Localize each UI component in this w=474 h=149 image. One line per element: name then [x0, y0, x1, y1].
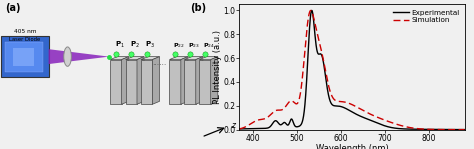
Polygon shape	[211, 57, 218, 104]
Simulation	[346, 102, 352, 104]
X-axis label: Wavelength (nm): Wavelength (nm)	[316, 144, 388, 149]
Simulation	[455, 129, 461, 131]
Ellipse shape	[64, 47, 72, 66]
Polygon shape	[141, 57, 159, 60]
Text: (a): (a)	[5, 3, 20, 13]
Polygon shape	[153, 57, 159, 104]
Simulation	[248, 123, 254, 125]
Line: Experimental: Experimental	[239, 10, 465, 130]
Polygon shape	[48, 49, 109, 64]
Experimental	[455, 129, 461, 131]
Text: P$_2$: P$_2$	[130, 40, 140, 50]
Experimental	[309, 10, 315, 11]
Experimental	[340, 106, 346, 108]
Text: Laser Diode: Laser Diode	[9, 37, 40, 42]
Polygon shape	[122, 57, 129, 104]
Experimental	[455, 129, 461, 131]
Simulation	[414, 128, 419, 129]
Polygon shape	[184, 57, 203, 60]
Simulation	[340, 101, 346, 103]
Text: P$_3$: P$_3$	[146, 40, 155, 50]
Polygon shape	[184, 60, 196, 104]
Text: P$_{23}$: P$_{23}$	[188, 41, 200, 50]
Experimental	[248, 128, 254, 130]
Text: P$_1$: P$_1$	[115, 40, 124, 50]
Simulation	[462, 129, 467, 131]
Text: P$_{24}$: P$_{24}$	[202, 41, 215, 50]
Text: (b): (b)	[190, 3, 206, 13]
FancyBboxPatch shape	[5, 42, 43, 72]
Simulation	[308, 10, 314, 11]
Polygon shape	[126, 60, 137, 104]
Polygon shape	[110, 60, 122, 104]
Legend: Experimental, Simulation: Experimental, Simulation	[392, 8, 461, 25]
Text: z: z	[231, 121, 235, 130]
Text: 405 nm: 405 nm	[14, 29, 36, 34]
Text: ......: ......	[152, 58, 166, 67]
Polygon shape	[181, 57, 188, 104]
Simulation	[455, 129, 461, 131]
FancyBboxPatch shape	[1, 36, 48, 77]
Polygon shape	[126, 57, 144, 60]
Polygon shape	[110, 57, 129, 60]
Polygon shape	[170, 57, 188, 60]
Simulation	[237, 128, 242, 130]
Polygon shape	[200, 57, 218, 60]
Polygon shape	[141, 60, 153, 104]
Y-axis label: PL Intensity (a.u.): PL Intensity (a.u.)	[213, 30, 222, 104]
Polygon shape	[200, 60, 211, 104]
Experimental	[237, 128, 242, 130]
Experimental	[346, 109, 352, 111]
Polygon shape	[170, 60, 181, 104]
Line: Simulation: Simulation	[239, 10, 465, 130]
Polygon shape	[137, 57, 144, 104]
FancyBboxPatch shape	[13, 48, 35, 66]
Experimental	[462, 129, 467, 131]
Polygon shape	[196, 57, 203, 104]
Experimental	[414, 128, 419, 130]
Text: P$_{22}$: P$_{22}$	[173, 41, 184, 50]
